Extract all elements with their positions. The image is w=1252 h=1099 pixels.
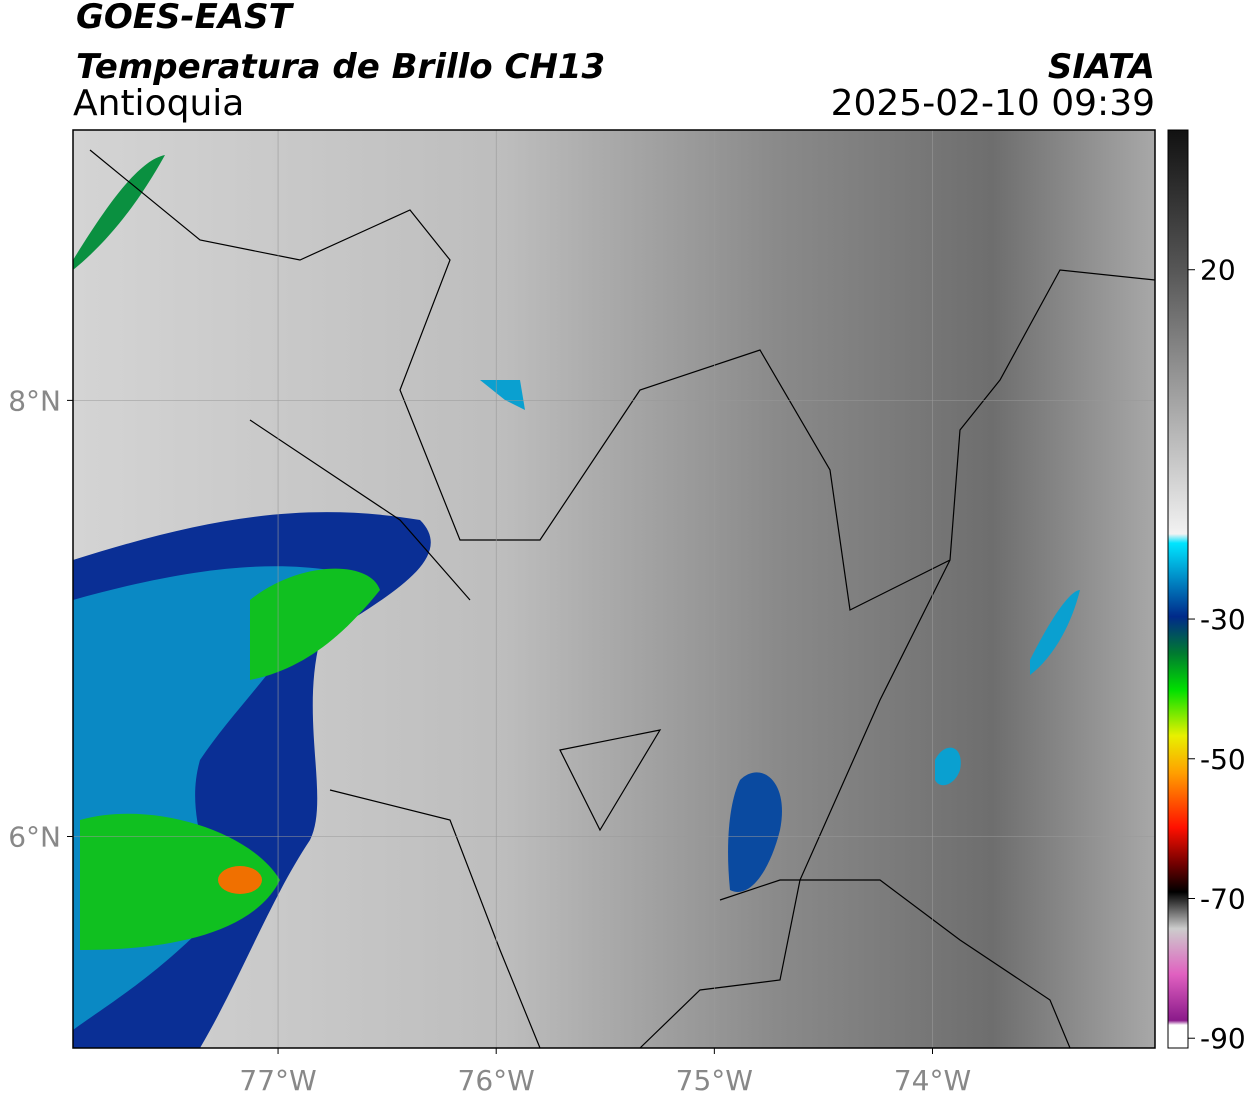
x-tick-label: 75°W: [676, 1064, 753, 1097]
datetime: 2025-02-10 09:39: [831, 83, 1155, 124]
y-tick-label: 8°N: [8, 384, 61, 417]
x-tick-label: 74°W: [894, 1064, 971, 1097]
colorbar-tick-label: -90: [1200, 1022, 1246, 1055]
y-tick-label: 6°N: [8, 820, 61, 853]
colorbar-tick-label: -50: [1200, 743, 1246, 776]
colorbar-tick-label: -30: [1200, 603, 1246, 636]
x-tick-label: 76°W: [458, 1064, 535, 1097]
source: SIATA: [1048, 47, 1155, 87]
colorbar: [1167, 129, 1189, 1049]
imagery: [73, 130, 1155, 1048]
colorbar-tick-label: -70: [1200, 882, 1246, 915]
title: GOES-EAST: [76, 0, 295, 37]
x-tick-label: 77°W: [239, 1064, 316, 1097]
colorbar-tick-label: 20: [1200, 254, 1236, 287]
region: Antioquia: [73, 83, 244, 124]
subtitle: Temperatura de Brillo CH13: [76, 47, 605, 87]
map-frame: [72, 129, 1156, 1049]
